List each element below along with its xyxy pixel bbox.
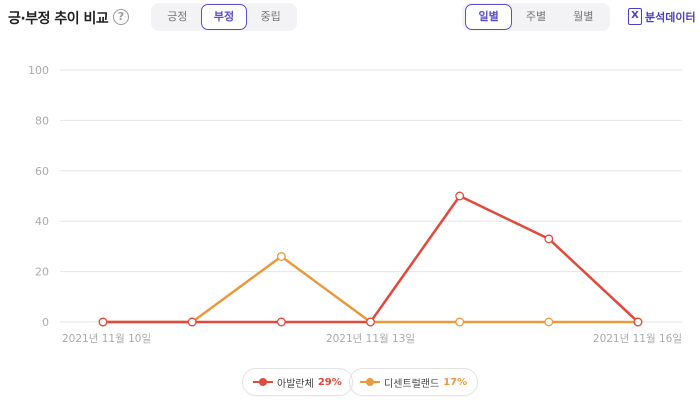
data-point[interactable]	[633, 317, 643, 327]
data-point[interactable]	[366, 317, 375, 327]
tab-weekly[interactable]: 주별	[525, 10, 547, 23]
chart-title: 긍·부정 추이 비교	[8, 11, 109, 27]
legend-marker-icon	[253, 377, 273, 387]
chart-header: 긍·부정 추이 비교 ? 긍정 부정 중립 일별 주별 월별 X 분석데이터	[0, 0, 700, 36]
data-point[interactable]	[455, 317, 465, 327]
x-tick-label: 2021년 11월 10일	[62, 332, 151, 345]
legend-label: 디센트럴랜드	[384, 378, 440, 390]
data-point[interactable]	[276, 317, 286, 327]
tab-monthly[interactable]: 월별	[573, 10, 594, 23]
y-axis-ticks: 0 20 40 60 80 100	[28, 64, 49, 329]
data-point[interactable]	[544, 234, 554, 244]
grid-lines	[60, 69, 682, 323]
data-point[interactable]	[455, 191, 465, 201]
y-tick-label: 80	[35, 114, 49, 127]
legend-percent: 29%	[317, 376, 342, 388]
x-tick-label: 2021년 11월 16일	[593, 332, 682, 345]
tab-negative[interactable]: 부정	[200, 4, 248, 30]
help-icon[interactable]: ?	[113, 9, 129, 25]
y-tick-label: 60	[35, 165, 49, 178]
tab-daily[interactable]: 일별	[465, 4, 513, 30]
sentiment-tab-group: 긍정 부정 중립	[151, 3, 297, 31]
analysis-data-label: 분석데이터	[645, 10, 696, 24]
series-line-1	[103, 255, 638, 324]
legend-percent: 17%	[443, 376, 468, 388]
y-tick-label: 20	[35, 266, 49, 279]
tab-neutral[interactable]: 중립	[260, 10, 281, 23]
legend-item-avalanche[interactable]: 아발란체 29%	[242, 368, 353, 396]
x-axis-ticks: 2021년 11월 10일 2021년 11월 13일 2021년 11월 16일	[62, 332, 682, 345]
legend-label: 아발란체	[277, 378, 314, 390]
series-lines	[98, 191, 643, 327]
chart-legend: 아발란체 29% 디센트럴랜드 17%	[0, 368, 700, 398]
series-line-0	[103, 194, 639, 324]
tab-positive[interactable]: 긍정	[167, 10, 188, 23]
data-point[interactable]	[98, 317, 108, 327]
y-tick-label: 40	[35, 215, 49, 228]
excel-file-icon: X	[628, 8, 642, 25]
analysis-data-button[interactable]: X 분석데이터	[628, 8, 696, 25]
legend-item-decentraland[interactable]: 디센트럴랜드 17%	[349, 368, 479, 396]
period-tab-group: 일별 주별 월별	[462, 3, 610, 31]
y-tick-label: 0	[42, 316, 49, 329]
data-point[interactable]	[276, 252, 286, 261]
data-point[interactable]	[544, 317, 554, 327]
legend-marker-icon	[360, 377, 380, 387]
data-point[interactable]	[187, 317, 197, 327]
y-tick-label: 100	[28, 64, 49, 77]
x-tick-label: 2021년 11월 13일	[326, 332, 415, 345]
